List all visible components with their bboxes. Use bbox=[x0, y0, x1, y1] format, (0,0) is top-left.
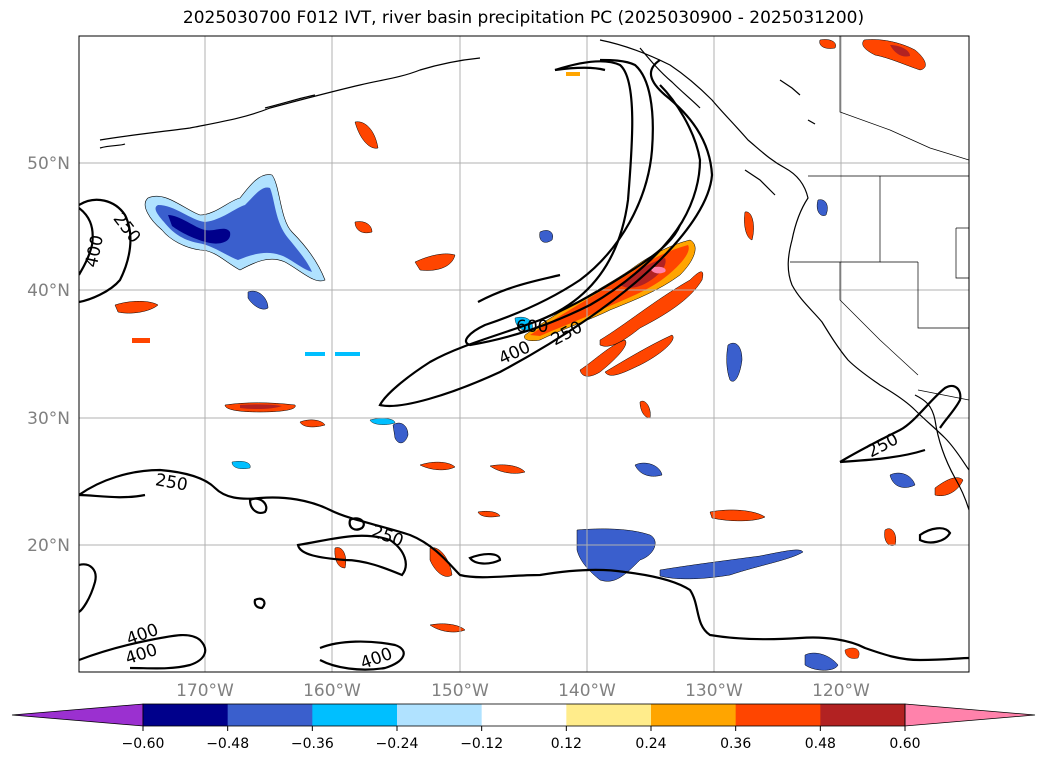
colorbar-tick-label: −0.36 bbox=[291, 736, 334, 752]
map-frame bbox=[78, 35, 970, 673]
lon-label: 140°W bbox=[558, 681, 616, 701]
colorbar-segment bbox=[481, 704, 567, 726]
lon-label: 130°W bbox=[685, 681, 743, 701]
colorbar-tick-label: 0.36 bbox=[720, 736, 751, 752]
colorbar-tick-label: 0.60 bbox=[889, 736, 920, 752]
colorbar: −0.60 −0.48 −0.36 −0.24 −0.12 0.12 0.24 0.36 0.4… bbox=[11, 703, 1036, 752]
precip-negative-regions bbox=[144, 174, 916, 671]
latitude-labels: 50°N 40°N 30°N 20°N bbox=[27, 154, 70, 556]
colorbar-tick-label: −0.48 bbox=[206, 736, 249, 752]
colorbar-tick-label: 0.24 bbox=[635, 736, 666, 752]
lon-label: 150°W bbox=[431, 681, 489, 701]
ivt-contours bbox=[79, 58, 969, 671]
colorbar-segment bbox=[227, 704, 313, 726]
colorbar-tick-label: 0.12 bbox=[551, 736, 582, 752]
colorbar-segment bbox=[397, 704, 483, 726]
lat-label: 20°N bbox=[27, 536, 70, 556]
lon-label: 170°W bbox=[176, 681, 234, 701]
colorbar-tick-label: −0.12 bbox=[460, 736, 503, 752]
colorbar-tick-label: −0.24 bbox=[376, 736, 419, 752]
map-area: 250 400 600 400 250 250 250 400 400 400 … bbox=[79, 36, 969, 672]
lat-label: 30°N bbox=[27, 409, 70, 429]
colorbar-extend-min bbox=[11, 703, 144, 727]
colorbar-segment bbox=[820, 704, 906, 726]
colorbar-segment bbox=[735, 704, 821, 726]
colorbar-segment bbox=[143, 704, 229, 726]
chart-title: 2025030700 F012 IVT, river basin precipi… bbox=[182, 8, 865, 28]
contour-label: 600 bbox=[516, 317, 548, 337]
lon-label: 160°W bbox=[303, 681, 361, 701]
colorbar-segment bbox=[651, 704, 737, 726]
state-borders bbox=[790, 36, 969, 401]
lat-label: 50°N bbox=[27, 154, 70, 174]
colorbar-extend-max bbox=[904, 703, 1036, 727]
colorbar-segment bbox=[566, 704, 652, 726]
longitude-labels: 170°W 160°W 150°W 140°W 130°W 120°W bbox=[176, 681, 870, 701]
colorbar-tick-label: 0.48 bbox=[805, 736, 836, 752]
colorbar-segment bbox=[312, 704, 398, 726]
grid-lines bbox=[79, 36, 969, 672]
lon-label: 120°W bbox=[812, 681, 870, 701]
colorbar-tick-label: −0.60 bbox=[122, 736, 165, 752]
lat-label: 40°N bbox=[27, 281, 70, 301]
